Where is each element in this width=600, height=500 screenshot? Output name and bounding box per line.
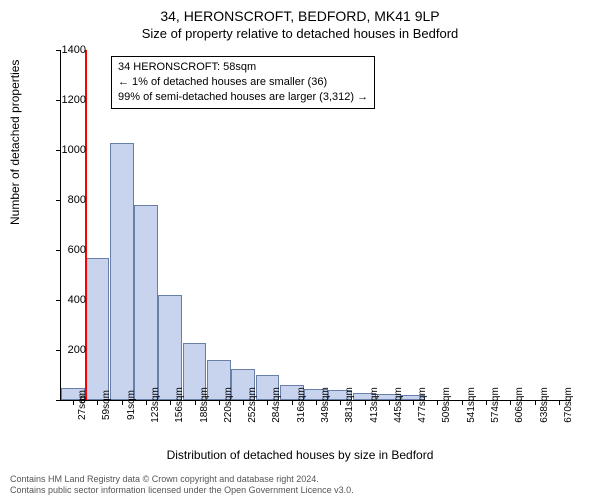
xtick-mark bbox=[219, 400, 220, 405]
xtick-mark bbox=[146, 400, 147, 405]
ytick-mark bbox=[56, 150, 61, 151]
histogram-bar bbox=[110, 143, 134, 401]
footer-line-2: Contains public sector information licen… bbox=[10, 485, 354, 496]
ytick-label: 800 bbox=[68, 194, 86, 206]
y-axis-label: Number of detached properties bbox=[8, 60, 22, 225]
footer-line-1: Contains HM Land Registry data © Crown c… bbox=[10, 474, 354, 485]
xtick-mark bbox=[73, 400, 74, 405]
xtick-label: 606sqm bbox=[514, 387, 525, 423]
x-axis-label: Distribution of detached houses by size … bbox=[0, 448, 600, 462]
ytick-mark bbox=[56, 400, 61, 401]
footer-attribution: Contains HM Land Registry data © Crown c… bbox=[10, 474, 354, 496]
xtick-label: 670sqm bbox=[563, 387, 574, 423]
ytick-mark bbox=[56, 350, 61, 351]
ytick-mark bbox=[56, 100, 61, 101]
page-title: 34, HERONSCROFT, BEDFORD, MK41 9LP bbox=[0, 0, 600, 24]
chart-area: 27sqm59sqm91sqm123sqm156sqm188sqm220sqm2… bbox=[60, 50, 570, 400]
ytick-label: 1200 bbox=[62, 94, 86, 106]
xtick-mark bbox=[486, 400, 487, 405]
xtick-label: 349sqm bbox=[320, 387, 331, 423]
ytick-label: 600 bbox=[68, 244, 86, 256]
ytick-mark bbox=[56, 200, 61, 201]
histogram-plot: 27sqm59sqm91sqm123sqm156sqm188sqm220sqm2… bbox=[60, 50, 571, 401]
histogram-bar bbox=[134, 205, 158, 400]
ytick-label: 1000 bbox=[62, 144, 86, 156]
annotation-line: 34 HERONSCROFT: 58sqm bbox=[118, 60, 368, 75]
xtick-label: 413sqm bbox=[369, 387, 380, 423]
xtick-label: 91sqm bbox=[126, 390, 137, 420]
histogram-bar bbox=[86, 258, 110, 401]
annotation-line: 99% of semi-detached houses are larger (… bbox=[118, 90, 368, 105]
xtick-mark bbox=[510, 400, 511, 405]
annotation-line: ← 1% of detached houses are smaller (36) bbox=[118, 75, 368, 90]
ytick-label: 400 bbox=[68, 294, 86, 306]
ytick-mark bbox=[56, 300, 61, 301]
ytick-mark bbox=[56, 50, 61, 51]
xtick-label: 188sqm bbox=[199, 387, 210, 423]
page-subtitle: Size of property relative to detached ho… bbox=[0, 24, 600, 41]
xtick-label: 156sqm bbox=[174, 387, 185, 423]
xtick-mark bbox=[535, 400, 536, 405]
annotation-box: 34 HERONSCROFT: 58sqm← 1% of detached ho… bbox=[111, 56, 375, 109]
xtick-mark bbox=[97, 400, 98, 405]
xtick-label: 638sqm bbox=[539, 387, 550, 423]
xtick-mark bbox=[292, 400, 293, 405]
xtick-mark bbox=[170, 400, 171, 405]
xtick-mark bbox=[340, 400, 341, 405]
xtick-label: 477sqm bbox=[417, 387, 428, 423]
xtick-mark bbox=[195, 400, 196, 405]
xtick-mark bbox=[122, 400, 123, 405]
xtick-mark bbox=[316, 400, 317, 405]
xtick-label: 252sqm bbox=[247, 387, 258, 423]
xtick-mark bbox=[437, 400, 438, 405]
xtick-label: 284sqm bbox=[271, 387, 282, 423]
ytick-label: 200 bbox=[68, 344, 86, 356]
xtick-mark bbox=[267, 400, 268, 405]
xtick-label: 574sqm bbox=[490, 387, 501, 423]
xtick-mark bbox=[413, 400, 414, 405]
xtick-label: 220sqm bbox=[223, 387, 234, 423]
xtick-label: 509sqm bbox=[441, 387, 452, 423]
xtick-mark bbox=[365, 400, 366, 405]
xtick-label: 381sqm bbox=[344, 387, 355, 423]
xtick-mark bbox=[243, 400, 244, 405]
xtick-label: 445sqm bbox=[393, 387, 404, 423]
ytick-mark bbox=[56, 250, 61, 251]
ytick-label: 1400 bbox=[62, 44, 86, 56]
histogram-bar bbox=[158, 295, 182, 400]
xtick-label: 316sqm bbox=[296, 387, 307, 423]
ytick-label: 0 bbox=[80, 394, 86, 406]
xtick-label: 123sqm bbox=[150, 387, 161, 423]
xtick-label: 59sqm bbox=[101, 390, 112, 420]
xtick-mark bbox=[462, 400, 463, 405]
xtick-mark bbox=[559, 400, 560, 405]
xtick-mark bbox=[389, 400, 390, 405]
xtick-label: 541sqm bbox=[466, 387, 477, 423]
